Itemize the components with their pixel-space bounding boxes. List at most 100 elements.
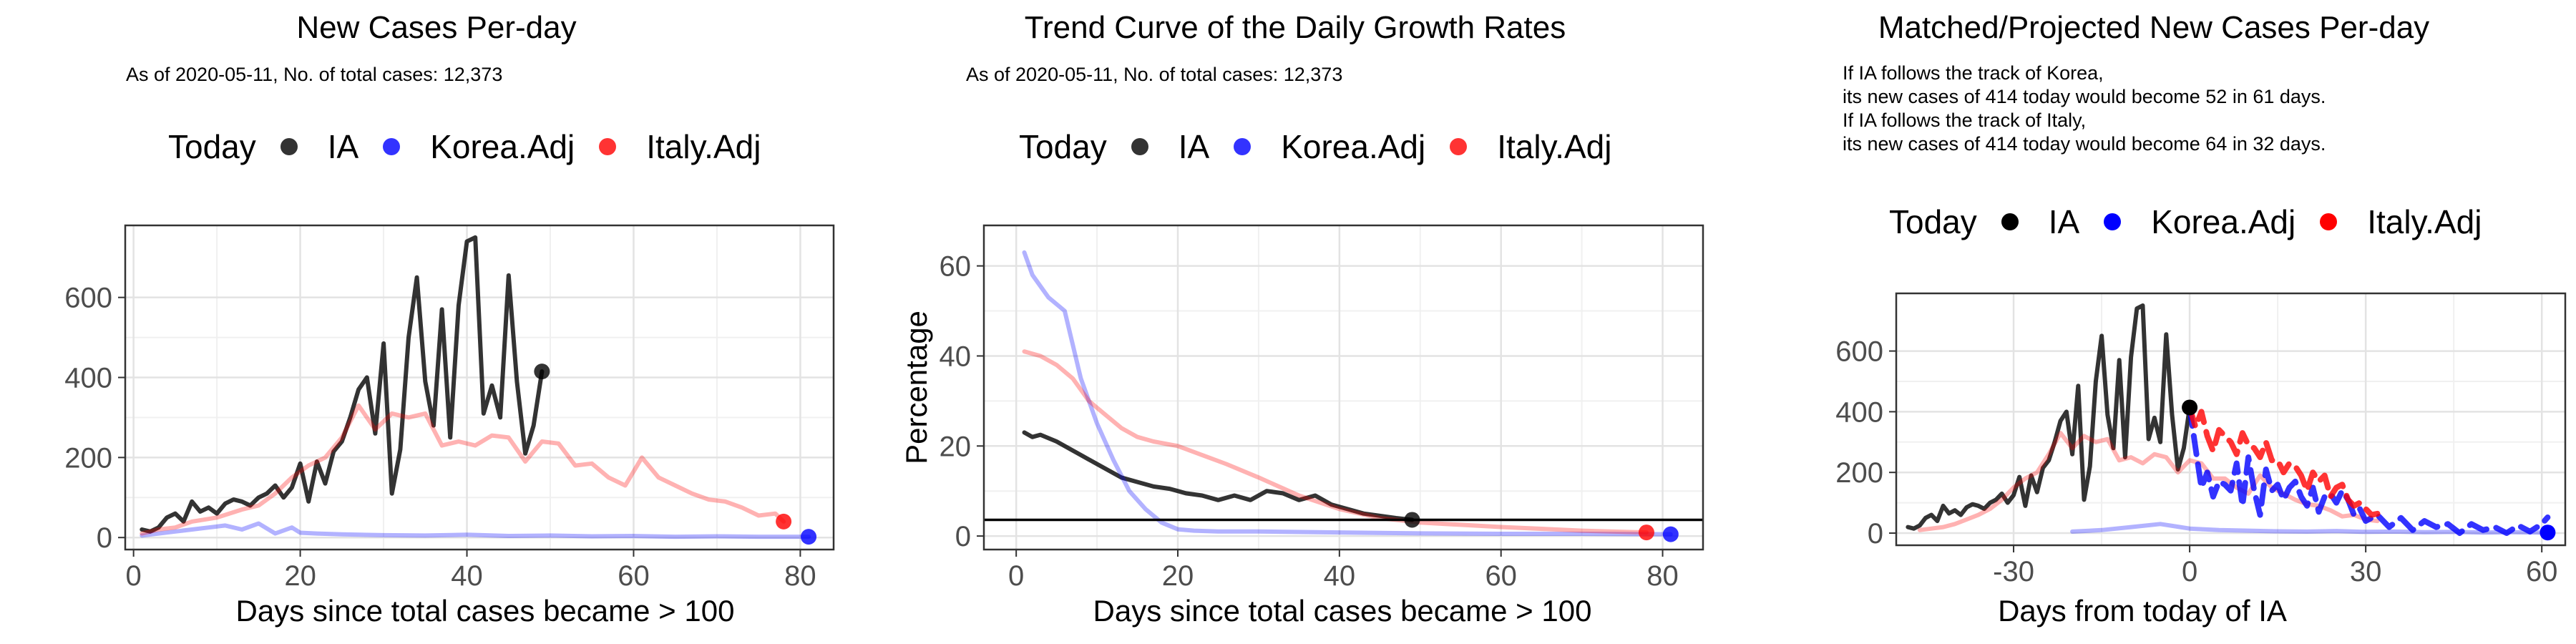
series-line-italy-adj-projected- bbox=[2187, 404, 2381, 518]
legend-label: Korea.Adj bbox=[2151, 203, 2296, 240]
legend-dot-icon bbox=[280, 138, 298, 155]
series-group bbox=[140, 235, 811, 540]
x-tick-label: 60 bbox=[1485, 560, 1517, 592]
legend-item-korea: Korea.Adj bbox=[1234, 127, 1425, 166]
y-tick-label: 0 bbox=[955, 521, 971, 552]
chart-note: As of 2020-05-11, No. of total cases: 12… bbox=[966, 64, 1343, 85]
legend-label: Italy.Adj bbox=[2367, 203, 2482, 240]
series-line-korea-adj bbox=[1022, 250, 1673, 537]
chart-title: Matched/Projected New Cases Per-day bbox=[1878, 10, 2430, 45]
y-tick-label: 60 bbox=[940, 251, 972, 283]
plot-new-cases: 0 20 40 60 80 0 200 400 600 bbox=[64, 224, 835, 592]
series-line-korea-adj-matched- bbox=[2070, 522, 2550, 535]
y-tick-label: 600 bbox=[64, 283, 112, 314]
chart-note: If IA follows the track of Korea, its ne… bbox=[1843, 62, 2326, 155]
today-point-ia bbox=[1404, 512, 1420, 528]
x-tick-label: 60 bbox=[2526, 556, 2558, 587]
legend-label: IA bbox=[327, 128, 359, 165]
legend-dot-icon bbox=[1450, 138, 1468, 155]
legend-label: Korea.Adj bbox=[1281, 128, 1426, 165]
legend-item-italy: Italy.Adj bbox=[599, 127, 761, 166]
legend-item-korea: Korea.Adj bbox=[2104, 203, 2296, 241]
plot-border bbox=[1895, 292, 2567, 547]
y-tick-label: 20 bbox=[940, 431, 972, 462]
panel-growth-rates: Trend Curve of the Daily Growth Rates As… bbox=[859, 0, 1717, 644]
x-tick-label: 0 bbox=[1008, 560, 1024, 592]
series-line-italy-adj bbox=[1022, 349, 1649, 535]
legend-title: Today bbox=[1889, 203, 1977, 240]
series-line-ia bbox=[140, 235, 545, 534]
legend-dot-icon bbox=[1234, 138, 1252, 155]
y-axis-label: Percentage bbox=[899, 311, 933, 464]
today-point-ia bbox=[534, 364, 550, 380]
series-line-italy-adj bbox=[140, 403, 786, 536]
today-point-italy-adj bbox=[776, 513, 792, 530]
x-axis-label: Days since total cases became > 100 bbox=[1093, 594, 1592, 628]
today-point-italy-adj bbox=[1638, 525, 1654, 541]
legend: Today IA Korea.Adj Italy.Adj bbox=[1019, 127, 1636, 166]
legend-dot-icon bbox=[2001, 213, 2019, 230]
plot-border bbox=[982, 224, 1704, 551]
legend-dot-icon bbox=[383, 138, 401, 155]
chart-title: New Cases Per-day bbox=[296, 10, 577, 45]
legend-dot-icon bbox=[1131, 138, 1148, 155]
legend: Today IA Korea.Adj Italy.Adj bbox=[168, 127, 785, 166]
x-tick-label: 0 bbox=[2182, 556, 2197, 587]
y-tick-label: 600 bbox=[1835, 336, 1883, 368]
legend-label: Italy.Adj bbox=[1497, 128, 1612, 165]
x-axis-label: Days since total cases became > 100 bbox=[235, 594, 735, 628]
x-tick-label: 20 bbox=[284, 560, 316, 592]
y-tick-label: 400 bbox=[1835, 396, 1883, 428]
legend-item-ia: IA bbox=[2001, 203, 2079, 241]
legend-label: IA bbox=[2048, 203, 2080, 240]
x-tick-label: -30 bbox=[1993, 556, 2034, 587]
panel-new-cases: New Cases Per-day As of 2020-05-11, No. … bbox=[0, 0, 859, 644]
y-tick-label: 0 bbox=[1868, 518, 1883, 550]
today-point-korea-adj bbox=[2540, 525, 2556, 541]
plot-background bbox=[125, 225, 834, 550]
legend-title: Today bbox=[1019, 128, 1107, 165]
series-line-korea-adj-projected- bbox=[2187, 404, 2551, 536]
plot-background bbox=[984, 225, 1703, 550]
today-point-korea-adj bbox=[1662, 526, 1679, 542]
x-tick-label: 80 bbox=[784, 560, 816, 592]
series-line-ia bbox=[1022, 430, 1415, 522]
panel-projected: Matched/Projected New Cases Per-day If I… bbox=[1717, 0, 2576, 644]
x-tick-label: 40 bbox=[451, 560, 483, 592]
legend-dot-icon bbox=[2104, 213, 2122, 230]
legend-item-ia: IA bbox=[280, 127, 358, 166]
series-group bbox=[1906, 303, 2551, 536]
y-tick-label: 0 bbox=[97, 522, 112, 554]
chart-title: Trend Curve of the Daily Growth Rates bbox=[1024, 10, 1566, 45]
series-line-ia bbox=[1906, 303, 2192, 531]
x-tick-label: 80 bbox=[1646, 560, 1679, 592]
chart-note: As of 2020-05-11, No. of total cases: 12… bbox=[126, 64, 503, 85]
today-point-ia bbox=[2182, 399, 2198, 416]
legend-item-korea: Korea.Adj bbox=[383, 127, 575, 166]
y-tick-label: 40 bbox=[940, 341, 972, 372]
plot-background bbox=[1896, 293, 2565, 545]
legend-title: Today bbox=[168, 128, 256, 165]
x-axis-label: Days from today of IA bbox=[1998, 594, 2287, 628]
today-point-korea-adj bbox=[801, 529, 817, 545]
y-tick-label: 400 bbox=[64, 363, 112, 394]
legend-item-italy: Italy.Adj bbox=[1450, 127, 1611, 166]
legend: Today IA Korea.Adj Italy.Adj bbox=[1889, 203, 2506, 241]
legend-dot-icon bbox=[2320, 213, 2338, 230]
legend-label: Korea.Adj bbox=[430, 128, 575, 165]
legend-item-ia: IA bbox=[1131, 127, 1209, 166]
x-tick-label: 60 bbox=[618, 560, 650, 592]
x-tick-label: 0 bbox=[126, 560, 142, 592]
x-tick-label: 20 bbox=[1162, 560, 1194, 592]
legend-dot-icon bbox=[599, 138, 617, 155]
x-tick-label: 40 bbox=[1324, 560, 1356, 592]
y-tick-label: 200 bbox=[1835, 457, 1883, 489]
series-line-italy-adj-matched- bbox=[1917, 431, 2380, 532]
x-tick-label: 30 bbox=[2350, 556, 2382, 587]
y-tick-label: 200 bbox=[64, 442, 112, 474]
series-line-korea-adj bbox=[140, 521, 811, 540]
legend-label: Italy.Adj bbox=[646, 128, 761, 165]
legend-item-italy: Italy.Adj bbox=[2320, 203, 2482, 241]
